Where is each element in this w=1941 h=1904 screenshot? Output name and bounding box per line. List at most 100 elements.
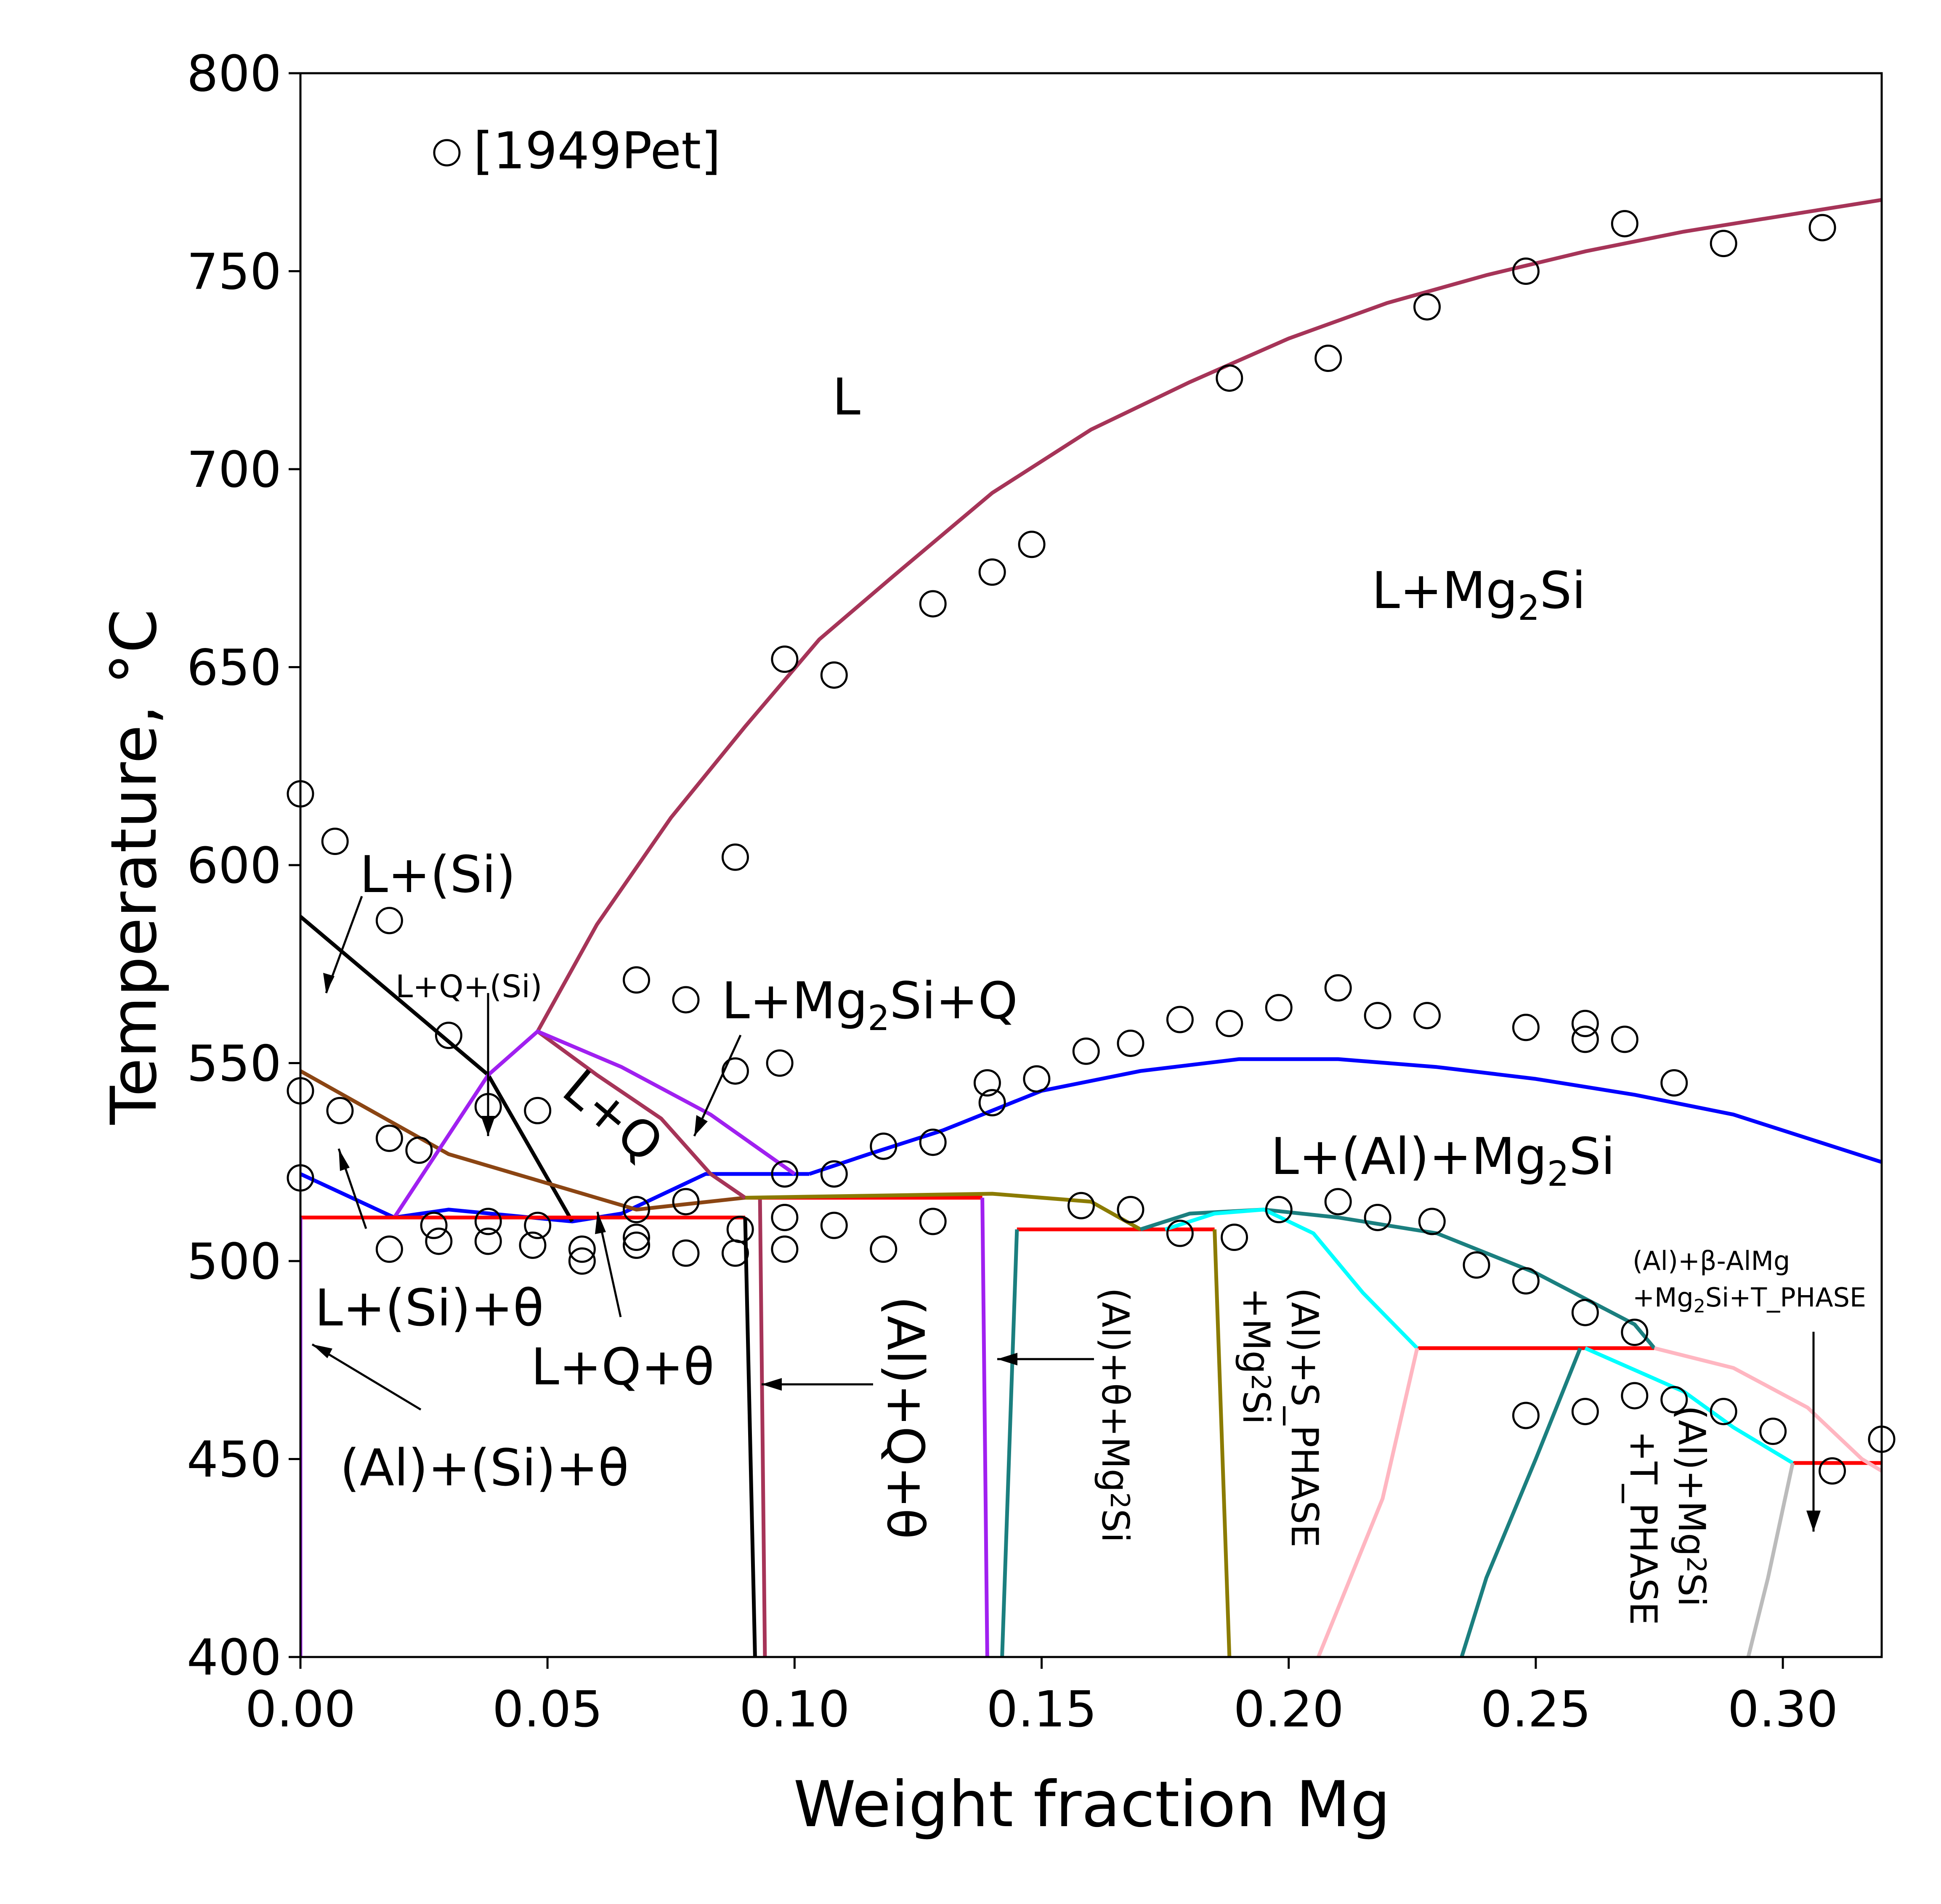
y-tick-label: 400 <box>187 1628 281 1686</box>
region-label-l: L <box>832 368 860 427</box>
data-point <box>771 1203 799 1231</box>
data-point <box>474 1227 502 1255</box>
phase-boundary-20 <box>1164 1208 1419 1350</box>
data-point <box>672 1188 700 1216</box>
data-point <box>1072 1037 1100 1065</box>
region-label-l-mg2si: L+Mg2Si <box>1372 562 1586 628</box>
x-tick-label: 0.05 <box>492 1680 603 1738</box>
region-label-al-theta-mg2si: (Al)+θ+Mg2Si <box>1094 1288 1137 1543</box>
data-point <box>524 1211 552 1239</box>
data-point <box>1660 1386 1688 1413</box>
data-point <box>519 1231 547 1259</box>
phase-boundary-1 <box>809 1057 1882 1176</box>
data-point <box>1221 1224 1248 1251</box>
data-point <box>420 1211 448 1239</box>
region-label-al-mg2si-t: (Al)+Mg2Si <box>1670 1405 1713 1607</box>
arrowhead <box>323 973 335 993</box>
data-point <box>1324 1188 1352 1216</box>
data-point <box>766 1049 794 1077</box>
x-tick-label: 0.15 <box>986 1680 1097 1738</box>
phase-boundary-0 <box>536 198 1882 1033</box>
data-point <box>1166 1006 1194 1033</box>
data-point <box>405 1137 433 1164</box>
data-point <box>1463 1251 1490 1279</box>
data-point <box>1314 345 1342 372</box>
phase-boundary-17 <box>1213 1229 1232 1657</box>
data-point <box>1364 1002 1391 1030</box>
data-point <box>721 1057 749 1085</box>
region-label-al-s-phase: (Al)+S_PHASE <box>1283 1288 1326 1548</box>
data-point <box>425 1227 453 1255</box>
data-point <box>1018 531 1046 558</box>
x-tick-label: 0.30 <box>1728 1680 1838 1738</box>
phase-boundary-23 <box>1317 1348 1419 1657</box>
legend-marker <box>433 139 461 167</box>
data-point <box>672 986 700 1014</box>
data-point <box>1660 1069 1688 1097</box>
y-tick-label: 750 <box>187 243 281 301</box>
data-point <box>435 1022 462 1049</box>
data-point <box>321 828 349 855</box>
phase-boundary-13 <box>743 1217 757 1657</box>
x-tick-label: 0.25 <box>1481 1680 1591 1738</box>
x-axis-label: Weight fraction Mg <box>794 1768 1391 1841</box>
phase-boundary-24 <box>1460 1347 1582 1657</box>
data-point <box>1621 1318 1649 1346</box>
data-point <box>1364 1203 1391 1231</box>
region-label-l-si-theta: L+(Si)+θ <box>315 1279 544 1338</box>
data-point <box>1324 974 1352 1002</box>
data-point <box>820 1211 848 1239</box>
data-point <box>623 1196 651 1224</box>
data-point <box>1571 1299 1599 1326</box>
y-tick-label: 450 <box>187 1431 281 1489</box>
phase-boundary-14 <box>758 1198 767 1657</box>
data-point <box>568 1247 596 1275</box>
y-tick-label: 700 <box>187 441 281 499</box>
phase-boundary-21 <box>1584 1346 1794 1465</box>
data-point <box>919 1129 947 1156</box>
region-label-l-q-si: L+Q+(Si) <box>396 969 542 1005</box>
data-point <box>1117 1029 1144 1057</box>
data-point <box>375 907 403 935</box>
y-tick-label: 600 <box>187 836 281 895</box>
data-point <box>1512 1014 1540 1041</box>
data-point <box>1512 1267 1540 1295</box>
data-point <box>1216 364 1243 392</box>
arrowhead <box>997 1353 1017 1365</box>
region-label-t-phase: +T_PHASE <box>1622 1431 1665 1625</box>
data-point <box>771 1235 799 1263</box>
data-point <box>1571 1025 1599 1053</box>
x-axis-ticks: 0.00 0.05 0.10 0.15 0.20 0.25 0.30 <box>245 1657 1838 1738</box>
phase-boundary-18 <box>745 1192 1142 1231</box>
data-point <box>1819 1457 1846 1485</box>
arrowhead <box>694 1115 708 1136</box>
data-point <box>1808 214 1836 242</box>
data-point <box>1759 1418 1787 1445</box>
data-point <box>623 966 651 994</box>
data-point <box>919 590 947 618</box>
arrowhead <box>595 1212 606 1234</box>
data-point <box>1571 1009 1599 1037</box>
phase-boundary-25 <box>1746 1462 1795 1657</box>
data-point <box>1418 1208 1446 1235</box>
data-point <box>1571 1398 1599 1426</box>
data-point <box>870 1235 897 1263</box>
data-point <box>474 1208 502 1235</box>
phase-boundaries <box>300 198 1882 1657</box>
phase-boundary-5 <box>536 1030 746 1200</box>
data-point <box>820 1160 848 1188</box>
data-point <box>1512 1402 1540 1429</box>
region-label-l-si: L+(Si) <box>360 846 516 904</box>
phase-boundary-16 <box>1000 1229 1019 1657</box>
data-point <box>1023 1065 1051 1093</box>
region-label-al-si-theta: (Al)+(Si)+θ <box>340 1439 629 1498</box>
region-label-l-al-mg2si: L+(Al)+Mg2Si <box>1271 1128 1615 1194</box>
data-point <box>978 1089 1006 1117</box>
phase-boundary-22 <box>1654 1346 1882 1473</box>
y-tick-label: 650 <box>187 639 281 697</box>
data-point <box>1067 1192 1095 1219</box>
data-point <box>721 1239 749 1267</box>
data-point <box>568 1235 596 1263</box>
arrowhead <box>481 1116 495 1136</box>
